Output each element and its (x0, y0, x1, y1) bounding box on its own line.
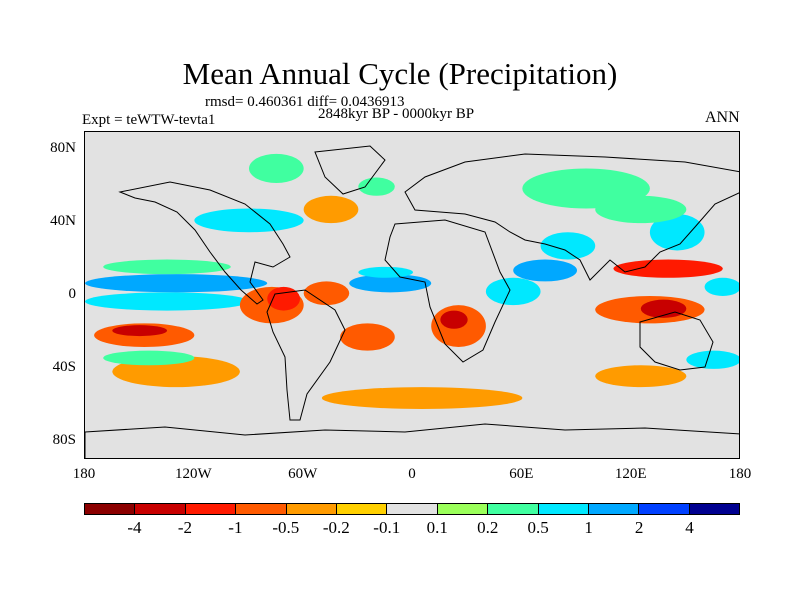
colorbar-swatch (538, 504, 589, 514)
colorbar-swatch (437, 504, 489, 514)
precip-anomaly-region (640, 299, 687, 318)
precip-anomaly-region (613, 259, 723, 278)
precip-anomaly-region (540, 232, 596, 260)
precip-anomaly-region (85, 292, 249, 311)
colorbar-label: -1 (228, 518, 243, 537)
colorbar-label: 0.1 (426, 518, 448, 537)
lon-tick-label: 60W (288, 466, 318, 482)
lat-tick-label: 0 (68, 286, 77, 302)
colorbar-swatch (639, 504, 690, 514)
precip-anomaly-region (103, 350, 195, 366)
season-label: ANN (705, 109, 740, 126)
lat-tick-label: 80N (50, 140, 76, 157)
lon-tick-label: 120W (174, 466, 212, 482)
lon-tick-label: 120E (614, 466, 647, 482)
precip-anomaly-region (358, 266, 413, 278)
precip-anomaly-region (340, 323, 395, 351)
lat-tick-label: 80S (52, 431, 76, 448)
colorbar-label: 4 (685, 518, 694, 537)
colorbar-label: -4 (127, 518, 142, 537)
precip-anomaly-region (194, 208, 304, 233)
colorbar-label: -0.2 (322, 518, 350, 537)
rmsd-diff-stats: rmsd= 0.460361 diff= 0.0436913 (205, 94, 405, 110)
precip-anomaly-region (267, 286, 301, 311)
colorbar (84, 503, 740, 515)
colorbar-label: -2 (177, 518, 192, 537)
colorbar-swatch (236, 504, 287, 514)
experiment-label: Expt = teWTW-tevta1 (82, 112, 216, 128)
colorbar-label: 1 (584, 518, 593, 537)
map-plot-area (85, 145, 739, 458)
colorbar-label: -0.1 (373, 518, 401, 537)
colorbar-swatch (488, 504, 539, 514)
colorbar-swatch (85, 504, 136, 514)
chart-title: Mean Annual Cycle (Precipitation) (182, 56, 618, 91)
precip-anomaly-region (85, 274, 268, 293)
precip-anomaly-region (595, 365, 687, 388)
colorbar-label: 2 (634, 518, 644, 537)
precipitation-map (84, 131, 740, 459)
precip-anomaly-region (112, 325, 167, 337)
precip-anomaly-region (303, 195, 359, 224)
lat-tick-label: 40S (52, 358, 76, 375)
colorbar-swatch (689, 504, 740, 514)
lat-tick-label: 40N (50, 213, 76, 230)
precip-anomaly-region (303, 281, 350, 306)
colorbar-swatch (286, 504, 337, 514)
colorbar-swatch (336, 504, 388, 514)
coastline-south-america (266, 289, 346, 421)
coastlines (85, 145, 739, 458)
precip-anomaly-region (103, 259, 231, 275)
precip-anomaly-region (513, 259, 577, 282)
coastline-eurasia (404, 153, 739, 281)
precip-anomaly-region (440, 310, 468, 329)
coastline-africa (384, 219, 511, 363)
colorbar-swatch (185, 504, 237, 514)
lon-tick-label: 0 (408, 466, 416, 482)
precip-anomaly-region (358, 177, 395, 196)
precip-anomaly-region (704, 277, 739, 296)
lon-tick-label: 180 (728, 466, 752, 482)
precip-anomaly-region (649, 214, 705, 251)
colorbar-label: -0.5 (272, 518, 300, 537)
precip-anomaly-region (321, 387, 523, 409)
colorbar-label: 0.5 (527, 518, 549, 537)
precip-anomaly-region (522, 168, 650, 209)
precip-anomaly-region (249, 153, 304, 184)
lon-tick-label: 180 (72, 466, 96, 482)
colorbar-swatch (588, 504, 640, 514)
colorbar-label: 0.2 (477, 518, 499, 537)
period-label: 2848kyr BP - 0000kyr BP (318, 106, 475, 122)
colorbar-swatch (135, 504, 186, 514)
coastline-australia (639, 311, 714, 371)
precip-anomaly-region (485, 277, 541, 306)
colorbar-swatch (387, 504, 438, 514)
coastline-antarctica (85, 423, 739, 458)
lon-tick-label: 60E (509, 466, 534, 482)
coastline-greenland (314, 145, 386, 195)
precip-anomaly-region (686, 350, 739, 369)
coastline-north-america (118, 181, 291, 305)
